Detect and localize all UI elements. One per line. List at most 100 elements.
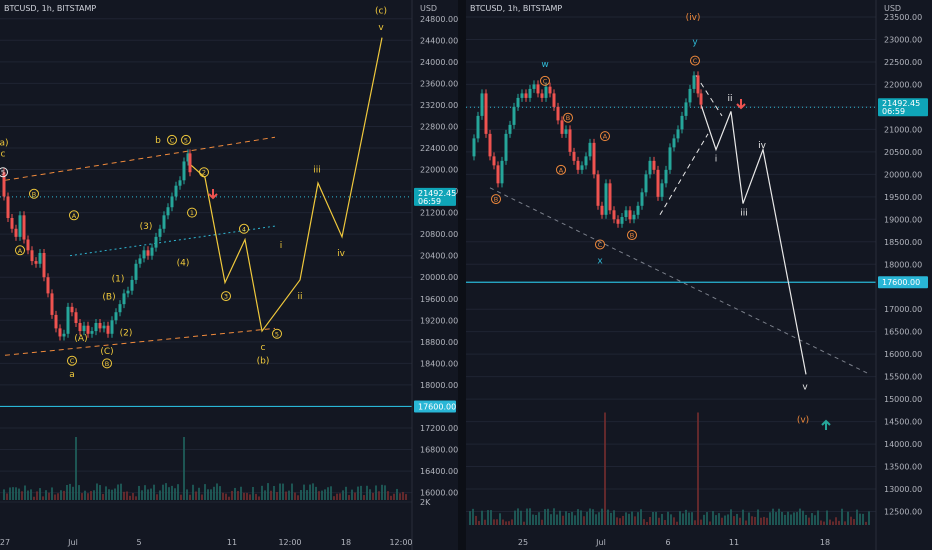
- left-y-tick-label: 24400.00: [420, 36, 458, 45]
- left-y-tick-label: 22400.00: [420, 144, 458, 153]
- right-candle-body: [672, 138, 676, 148]
- right-candle-body: [612, 210, 616, 220]
- pane-divider[interactable]: [458, 0, 466, 550]
- left-volume-bar: [177, 484, 179, 500]
- left-volume-bar: [267, 483, 269, 500]
- right-y-tick-label: 15500.00: [884, 373, 922, 382]
- right-volume-bar: [640, 509, 642, 525]
- left-wave-label: i: [280, 241, 283, 251]
- left-volume-bar: [3, 489, 5, 500]
- right-volume-bar: [514, 510, 516, 525]
- right-countdown-value: 06:59: [882, 107, 905, 116]
- right-volume-bar: [577, 509, 579, 525]
- left-volume-bar: [351, 489, 353, 500]
- right-volume-bar: [673, 517, 675, 525]
- left-volume-bar: [186, 489, 188, 500]
- left-volume-bar: [279, 483, 281, 500]
- left-symbol-title[interactable]: BTCUSD, 1h, BITSTAMP: [4, 4, 96, 13]
- right-volume-bar: [793, 512, 795, 525]
- left-candle-body: [186, 153, 190, 162]
- left-candle-body: [146, 250, 150, 256]
- right-volume-bar: [631, 511, 633, 525]
- right-candle-body: [696, 75, 700, 94]
- right-candle-body: [616, 219, 620, 224]
- right-candle-body: [660, 183, 664, 197]
- right-buy-arrow-icon: [821, 419, 831, 430]
- left-y-tick-label: 18800.00: [420, 338, 458, 347]
- left-volume-bar: [126, 491, 128, 500]
- left-price-axis[interactable]: 24800.00 24400.00 24000.00 23600.00 23200.00…: [414, 15, 458, 507]
- left-volume-bar: [210, 489, 212, 500]
- left-candle-body: [98, 323, 102, 329]
- left-volume-bar: [357, 486, 359, 500]
- left-volume-bar: [384, 485, 386, 500]
- right-volume-bar: [862, 513, 864, 525]
- left-volume-bar: [396, 488, 398, 500]
- left-volume-bar: [288, 490, 290, 500]
- right-volume-bar: [676, 521, 678, 525]
- left-wave-label: a): [0, 139, 9, 149]
- left-volume-bar: [12, 487, 14, 500]
- left-candle-body: [70, 306, 74, 313]
- right-candle-body: [532, 84, 536, 89]
- right-wave-label: A: [559, 166, 564, 174]
- left-volume-bar: [375, 485, 377, 500]
- left-wave-label: iii: [313, 166, 321, 176]
- right-wave-label: i: [715, 155, 718, 165]
- right-time-axis[interactable]: 25 Jul 6 11 18: [518, 538, 830, 547]
- left-volume-bar: [57, 493, 59, 500]
- right-candle-body: [520, 93, 524, 98]
- left-y-tick-label: 20800.00: [420, 230, 458, 239]
- right-wave-label: C: [598, 241, 603, 249]
- right-sell-arrow-icon-head: [736, 103, 746, 110]
- right-volume-bar: [553, 508, 555, 525]
- left-volume-bar: [363, 495, 365, 500]
- left-y-tick-label: 22800.00: [420, 122, 458, 131]
- left-volume-bar: [108, 489, 110, 500]
- right-volume-bar: [757, 509, 759, 525]
- left-candle-body: [94, 323, 98, 332]
- left-y-tick-label: 16000.00: [420, 489, 458, 498]
- right-volume-bar: [865, 521, 867, 525]
- right-y-tick-label: 21000.00: [884, 125, 922, 134]
- right-candle-body: [680, 115, 684, 130]
- right-current-price-value: 21492.45: [882, 99, 920, 108]
- left-wave-label: c: [1, 149, 6, 159]
- right-volume-bar: [799, 508, 801, 525]
- left-volume-bar: [204, 484, 206, 500]
- left-volume-bar: [330, 486, 332, 500]
- left-wave-label-circle: [167, 134, 177, 145]
- right-volume-bar: [781, 512, 783, 525]
- left-volume-bar: [27, 490, 29, 500]
- left-candle-body: [42, 253, 46, 278]
- right-volume-bar: [688, 512, 690, 525]
- left-volume-bar: [345, 486, 347, 500]
- right-price-axis[interactable]: 23500.0023000.0022500.0022000.0021500.00…: [878, 13, 928, 517]
- right-volume-bar: [859, 513, 861, 525]
- left-volume-bar: [240, 486, 242, 500]
- left-y-tick-label: 20400.00: [420, 252, 458, 261]
- right-symbol-title[interactable]: BTCUSD, 1h, BITSTAMP: [470, 4, 562, 13]
- left-time-axis[interactable]: 27 Jul 5 11 12:00 18 12:00: [0, 538, 413, 547]
- right-volume-bar: [487, 510, 489, 525]
- right-volume-bar: [679, 511, 681, 525]
- right-volume-bar: [517, 508, 519, 525]
- left-volume-bar: [393, 493, 395, 500]
- left-volume-bar: [366, 485, 368, 500]
- left-current-price-value: 21492.45: [418, 189, 456, 198]
- left-volume-bar: [261, 485, 263, 500]
- left-volume-bar: [348, 495, 350, 500]
- left-volume-bar: [93, 490, 95, 500]
- right-wave-label-circle: [540, 75, 550, 86]
- left-candle-body: [158, 228, 162, 237]
- left-volume-bar: [282, 483, 284, 500]
- left-volume-bar: [147, 489, 149, 500]
- left-wave-label: 4: [242, 225, 246, 233]
- right-volume-bar: [670, 514, 672, 525]
- right-candle-body: [636, 205, 640, 215]
- right-volume-bar: [502, 519, 504, 525]
- left-volume-bar: [42, 496, 44, 500]
- left-chart-pane[interactable]: (c)vb C 521435c(b)iiiiiiiv(3)(4)(1)(2)(B)(…: [0, 7, 412, 503]
- right-volume-bar: [607, 509, 609, 525]
